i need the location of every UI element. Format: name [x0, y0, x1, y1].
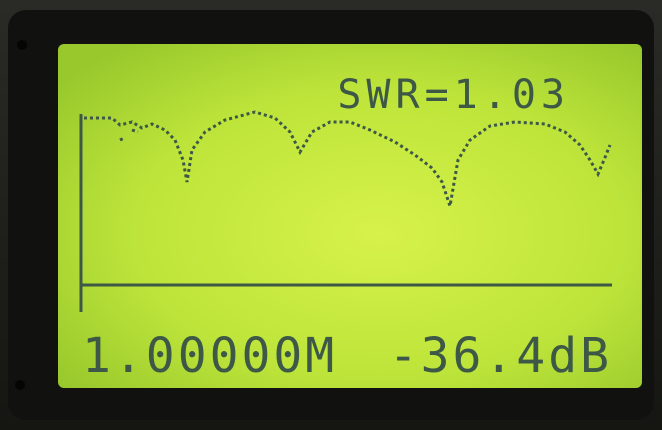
swr-readout: SWR=1.03: [337, 72, 570, 118]
frequency-readout: 1.00000M: [82, 328, 337, 384]
lcd-screen: [58, 44, 642, 388]
level-readout: -36.4dB: [389, 328, 612, 384]
swr-trace: [84, 110, 612, 207]
screw-hole: [15, 380, 25, 390]
trace-noise: [119, 128, 139, 142]
screw-hole: [17, 40, 27, 50]
